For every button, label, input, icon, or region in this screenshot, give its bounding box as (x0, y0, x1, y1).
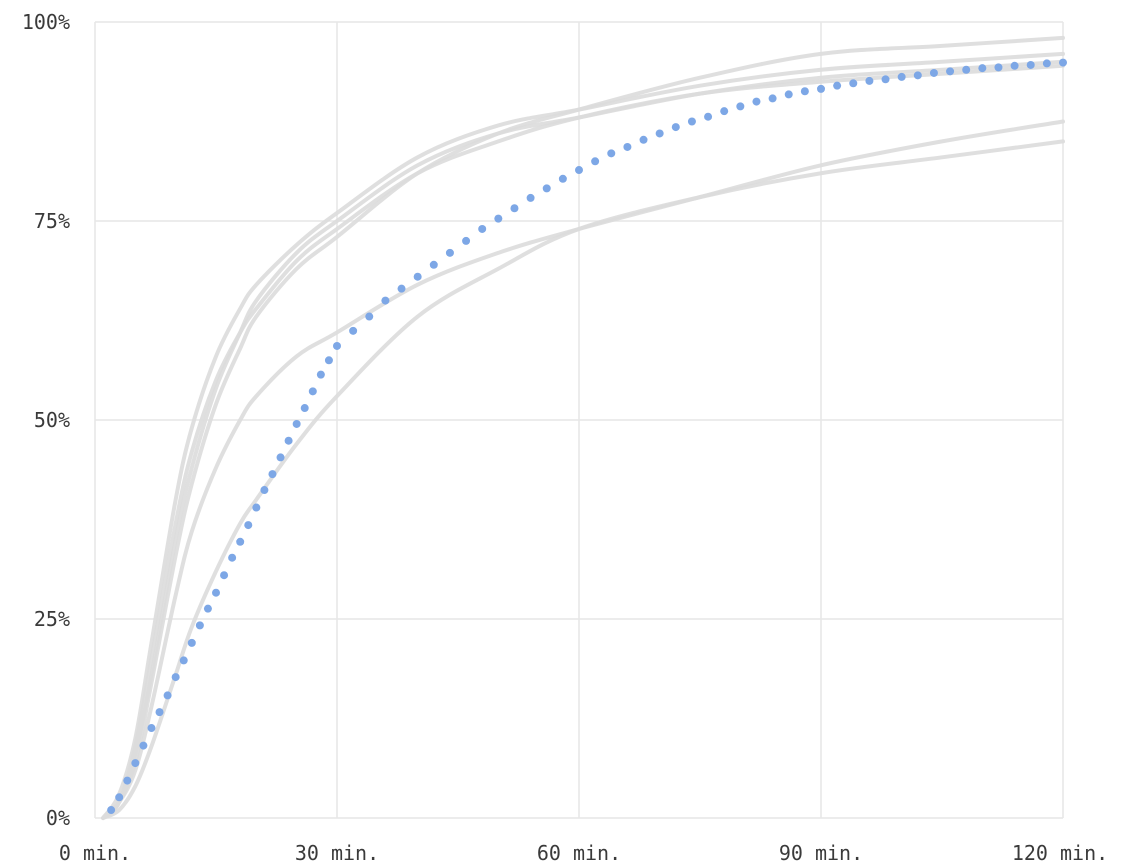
series-point (212, 588, 220, 597)
background-series-line-5 (101, 139, 1065, 820)
series-point (115, 793, 124, 802)
series-point (639, 135, 648, 144)
series-point (768, 94, 777, 103)
series-point (542, 184, 551, 193)
series-point (623, 142, 632, 151)
series-point (607, 149, 616, 158)
series-point (558, 174, 567, 183)
series-point (946, 67, 955, 76)
series-point (324, 356, 333, 365)
series-point (163, 691, 172, 700)
series-point (478, 224, 487, 233)
series-point (929, 68, 938, 77)
series-point (800, 87, 809, 96)
series-point (195, 621, 204, 630)
highlight-series-group (107, 58, 1067, 815)
series-point (397, 284, 406, 293)
series-point (413, 272, 422, 281)
x-tick-label: 30 min. (295, 841, 379, 865)
series-point (655, 129, 664, 138)
series-point (381, 296, 390, 305)
series-point (220, 571, 229, 580)
series-point (849, 79, 858, 88)
axis-labels: 0% 25% 50% 75% 100% 0 min. 30 min. 60 min. 90 mi… (22, 10, 1108, 865)
series-point (1059, 58, 1067, 67)
series-point (736, 102, 745, 111)
y-tick-label: 75% (34, 209, 70, 233)
series-point (865, 76, 874, 85)
series-point (171, 673, 180, 682)
series-point (365, 312, 374, 321)
series-point (228, 553, 237, 562)
series-point (284, 436, 293, 445)
y-tick-label: 0% (46, 806, 70, 830)
series-point (817, 84, 825, 93)
x-tick-label: 90 min. (779, 841, 863, 865)
series-point (462, 236, 471, 245)
series-point (139, 741, 148, 750)
series-point (494, 214, 503, 223)
series-point (445, 248, 454, 257)
series-point (575, 166, 583, 175)
x-tick-label: 120 min. (1012, 841, 1108, 865)
series-point (671, 123, 680, 132)
series-point (978, 64, 987, 73)
series-point (897, 72, 906, 81)
series-point (203, 604, 212, 613)
series-point (1026, 60, 1035, 69)
x-tick-label: 60 min. (537, 841, 621, 865)
series-point (704, 112, 713, 121)
series-point (179, 656, 188, 665)
series-point (260, 486, 269, 495)
series-point (429, 260, 438, 269)
series-point (292, 419, 301, 428)
background-series-line-1 (101, 59, 1065, 820)
series-point (752, 97, 761, 106)
series-point (720, 107, 729, 116)
background-series-line-6 (101, 63, 1065, 820)
series-point (244, 521, 253, 530)
series-point (913, 71, 922, 80)
series-point (147, 724, 156, 733)
series-point (268, 470, 277, 479)
series-point (316, 370, 325, 379)
x-tick-label: 0 min. (59, 841, 131, 865)
series-point (833, 81, 842, 90)
series-point (784, 90, 793, 99)
series-point (123, 776, 132, 785)
background-series-group (101, 35, 1065, 820)
grid (94, 21, 1064, 819)
series-point (687, 117, 696, 126)
series-point (994, 63, 1003, 72)
y-tick-label: 100% (22, 10, 70, 34)
series-point (881, 75, 890, 84)
series-point (1010, 61, 1019, 70)
series-point (252, 503, 261, 512)
y-tick-label: 50% (34, 408, 70, 432)
series-point (300, 404, 309, 413)
background-series-line-4 (101, 119, 1065, 820)
background-series-line-3 (101, 35, 1065, 820)
series-point (276, 453, 285, 462)
series-point (236, 537, 245, 546)
series-point (962, 65, 971, 74)
series-point (1042, 59, 1051, 68)
series-point (333, 341, 341, 350)
series-point (510, 204, 519, 213)
series-point (308, 387, 317, 396)
series-point (187, 638, 196, 647)
series-point (591, 157, 600, 166)
background-series-line-2 (101, 51, 1065, 820)
series-point (155, 708, 164, 717)
series-point (107, 806, 116, 815)
series-point (349, 326, 358, 335)
series-point (526, 193, 535, 202)
y-tick-label: 25% (34, 607, 70, 631)
series-point (131, 759, 140, 768)
